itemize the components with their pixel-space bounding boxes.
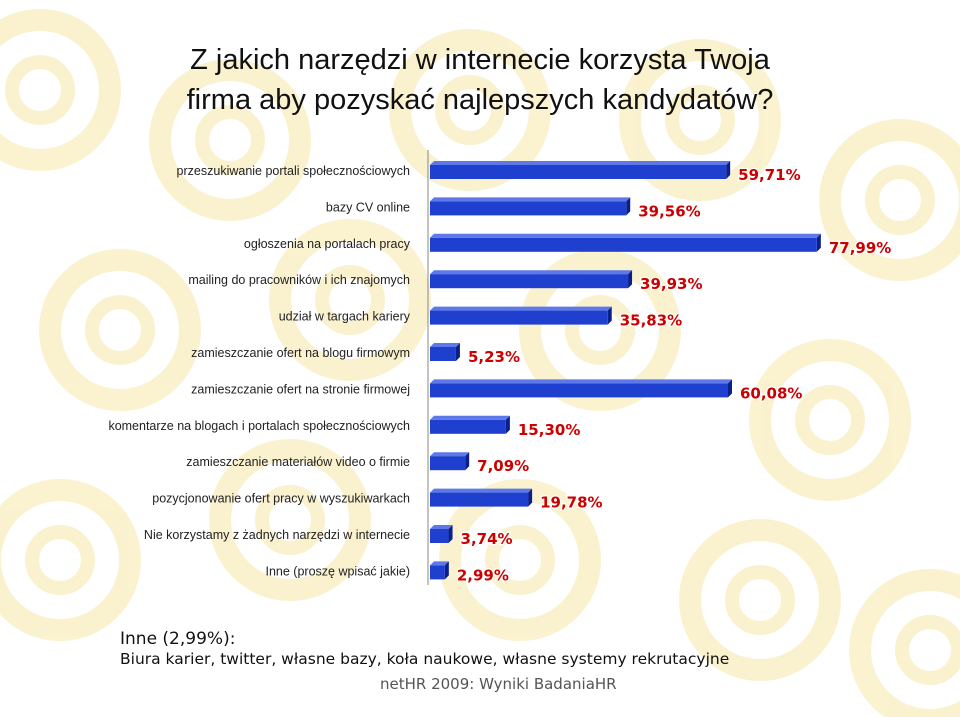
slide-title: Z jakich narzędzi w internecie korzysta … — [150, 40, 810, 120]
watermark-ring — [749, 339, 911, 501]
watermark-ring — [519, 249, 681, 411]
value-label: 59,71% — [738, 166, 800, 184]
bar — [430, 415, 510, 434]
watermark-ring — [679, 519, 841, 681]
category-label: mailing do pracowników i ich znajomych — [188, 273, 410, 287]
category-label: przeszukiwanie portali społecznościowych — [177, 164, 410, 178]
watermark-ring — [39, 249, 201, 411]
category-label: pozycjonowanie ofert pracy w wyszukiwark… — [152, 492, 410, 506]
value-label: 2,99% — [457, 566, 509, 584]
value-label: 3,74% — [461, 530, 513, 548]
bar — [430, 561, 449, 580]
bar — [430, 452, 470, 471]
title-line-2: firma aby pozyskać najlepszych kandydató… — [186, 84, 774, 116]
bar — [430, 197, 631, 216]
value-label: 15,30% — [518, 421, 580, 439]
value-label: 35,83% — [620, 312, 682, 330]
watermark-ring — [389, 29, 551, 191]
bar — [430, 161, 731, 179]
source-caption: netHR 2009: Wyniki BadaniaHR — [380, 675, 617, 693]
watermark-ring — [849, 569, 960, 717]
watermark-ring — [819, 119, 960, 281]
bar — [430, 488, 533, 507]
category-label: bazy CV online — [326, 200, 410, 214]
category-label: Nie korzystamy z żadnych narzędzi w inte… — [144, 528, 410, 542]
watermark-ring — [269, 219, 431, 381]
value-label: 39,56% — [638, 202, 700, 220]
watermark-ring — [209, 439, 371, 601]
category-label: zamieszczanie ofert na blogu firmowym — [191, 346, 410, 360]
value-label: 39,93% — [640, 275, 702, 293]
watermark-ring — [619, 39, 781, 201]
category-label: udział w targach kariery — [279, 310, 411, 324]
title-line-1: Z jakich narzędzi w internecie korzysta … — [190, 44, 770, 76]
bar — [430, 270, 633, 289]
category-label: komentarze na blogach i portalach społec… — [108, 419, 410, 433]
bar — [430, 343, 460, 361]
value-label: 5,23% — [468, 348, 520, 366]
bar — [430, 306, 612, 325]
value-label: 77,99% — [829, 239, 891, 257]
watermark-ring — [0, 479, 141, 641]
note-body: Biura karier, twitter, własne bazy, koła… — [120, 650, 730, 668]
value-label: 60,08% — [740, 384, 802, 402]
category-label: zamieszczanie ofert na stronie firmowej — [191, 382, 410, 396]
watermark-ring — [149, 59, 311, 221]
bar — [430, 379, 732, 398]
note-title: Inne (2,99%): — [120, 629, 236, 649]
watermark-ring — [0, 9, 121, 171]
category-label: zamieszczanie materiałów video o firmie — [186, 455, 410, 469]
value-label: 19,78% — [540, 494, 602, 512]
category-label: Inne (proszę wpisać jakie) — [265, 564, 410, 578]
category-label: ogłoszenia na portalach pracy — [244, 237, 411, 251]
bar — [430, 525, 453, 543]
value-label: 7,09% — [477, 457, 529, 475]
bar — [430, 233, 821, 252]
